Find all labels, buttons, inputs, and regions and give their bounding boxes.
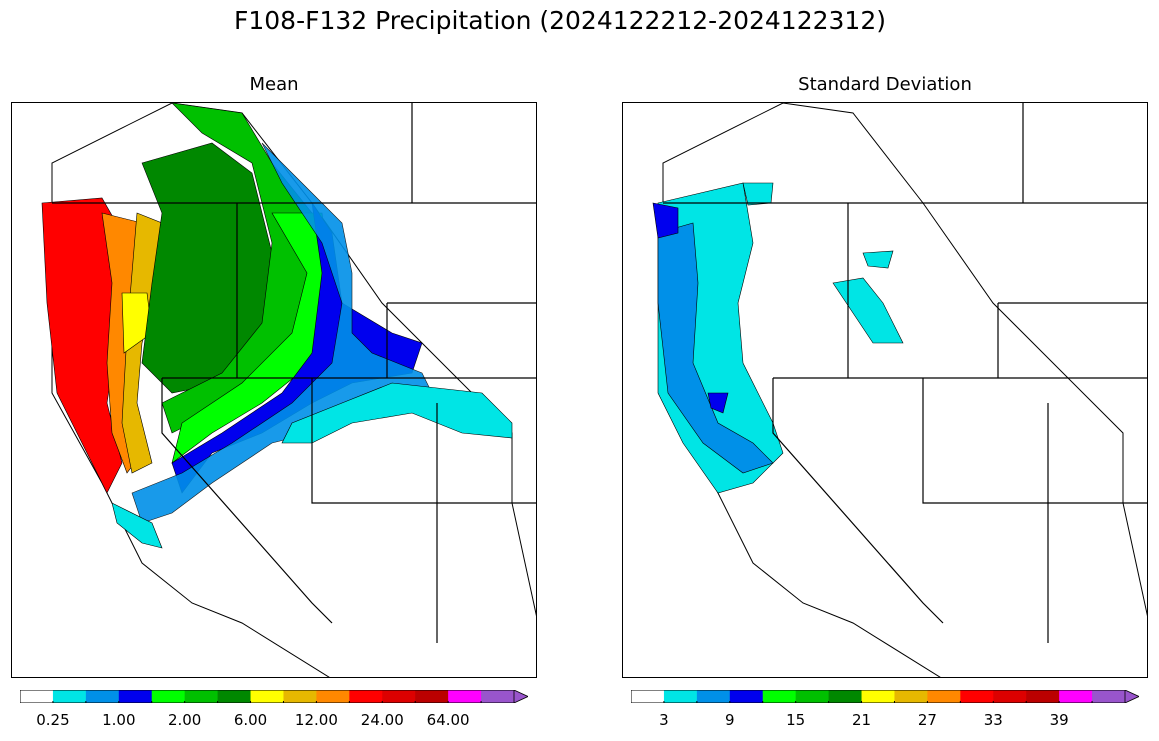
region-cyan-north bbox=[862, 250, 894, 269]
colorbar-tick-label: 1.00 bbox=[102, 711, 136, 729]
colorbar-extend-arrow bbox=[513, 690, 528, 703]
colorbar-segment bbox=[283, 690, 317, 703]
colorbar-segment bbox=[993, 690, 1027, 703]
std-colorbar bbox=[631, 690, 1139, 703]
mean-map[interactable] bbox=[11, 102, 537, 678]
colorbar-segment bbox=[217, 690, 252, 703]
region-cyan-2 bbox=[111, 502, 163, 549]
colorbar-tick-label: 39 bbox=[1049, 711, 1069, 729]
colorbar-extend-arrow bbox=[1124, 690, 1139, 703]
colorbar-segment bbox=[382, 690, 416, 703]
region-blue-2 bbox=[707, 392, 729, 414]
colorbar-tick-label: 0.25 bbox=[36, 711, 70, 729]
colorbar-segment bbox=[927, 690, 961, 703]
std-panel-title: Standard Deviation bbox=[798, 74, 972, 95]
colorbar-segment bbox=[349, 690, 383, 703]
colorbar-tick-label: 3 bbox=[659, 711, 669, 729]
colorbar-segment bbox=[960, 690, 994, 703]
colorbar-tick-label: 64.00 bbox=[426, 711, 470, 729]
colorbar-segment bbox=[894, 690, 928, 703]
colorbar-tick-label: 27 bbox=[917, 711, 937, 729]
colorbar-segment bbox=[151, 690, 186, 703]
colorbar-segment bbox=[20, 690, 54, 703]
colorbar-segment bbox=[184, 690, 219, 703]
colorbar-segment bbox=[118, 690, 153, 703]
colorbar-segment bbox=[448, 690, 482, 703]
region-cyan bbox=[281, 382, 513, 444]
state-borders bbox=[663, 103, 1147, 643]
colorbar-segment bbox=[663, 690, 698, 703]
colorbar-tick-label: 2.00 bbox=[167, 711, 202, 729]
colorbar-tick-label: 6.00 bbox=[233, 711, 268, 729]
colorbar-tick-label: 15 bbox=[786, 711, 806, 729]
figure-title: F108-F132 Precipitation (2024122212-2024… bbox=[233, 6, 886, 35]
colorbar-segment bbox=[1026, 690, 1060, 703]
mean-colorbar bbox=[20, 690, 528, 703]
colorbar-tick-label: 33 bbox=[983, 711, 1003, 729]
region-lightblue bbox=[657, 222, 774, 474]
colorbar-segment bbox=[85, 690, 120, 703]
colorbar-segment bbox=[481, 690, 514, 703]
colorbar-segment bbox=[316, 690, 350, 703]
colorbar-segment bbox=[250, 690, 284, 703]
mean-map-canvas bbox=[41, 103, 536, 677]
colorbar-segment bbox=[795, 690, 830, 703]
colorbar-segment bbox=[729, 690, 764, 703]
colorbar-segment bbox=[762, 690, 797, 703]
std-colorbar-labels: 3 9 15 21 27 33 39 bbox=[631, 711, 1159, 731]
colorbar-tick-label: 21 bbox=[851, 711, 872, 729]
region-lightblue bbox=[131, 142, 433, 524]
colorbar-segment bbox=[1092, 690, 1125, 703]
region-blue bbox=[652, 202, 679, 239]
colorbar-segment bbox=[696, 690, 731, 703]
colorbar-tick-label: 9 bbox=[725, 711, 735, 729]
colorbar-segment bbox=[52, 690, 87, 703]
colorbar-segment bbox=[631, 690, 665, 703]
colorbar-tick-label: 12.00 bbox=[294, 711, 338, 729]
state-borders bbox=[52, 103, 536, 643]
colorbar-segment bbox=[861, 690, 895, 703]
colorbar-segment bbox=[1059, 690, 1093, 703]
std-map-canvas bbox=[652, 103, 1147, 677]
colorbar-segment bbox=[415, 690, 449, 703]
std-map[interactable] bbox=[622, 102, 1148, 678]
colorbar-segment bbox=[828, 690, 863, 703]
colorbar-tick-label: 24.00 bbox=[360, 711, 404, 729]
region-cyan-coast-north bbox=[742, 182, 774, 206]
region-cyan-inland bbox=[832, 277, 904, 344]
mean-panel-title: Mean bbox=[249, 74, 299, 95]
mean-colorbar-labels: 0.25 1.00 2.00 6.00 12.00 24.00 64.00 bbox=[20, 711, 550, 731]
